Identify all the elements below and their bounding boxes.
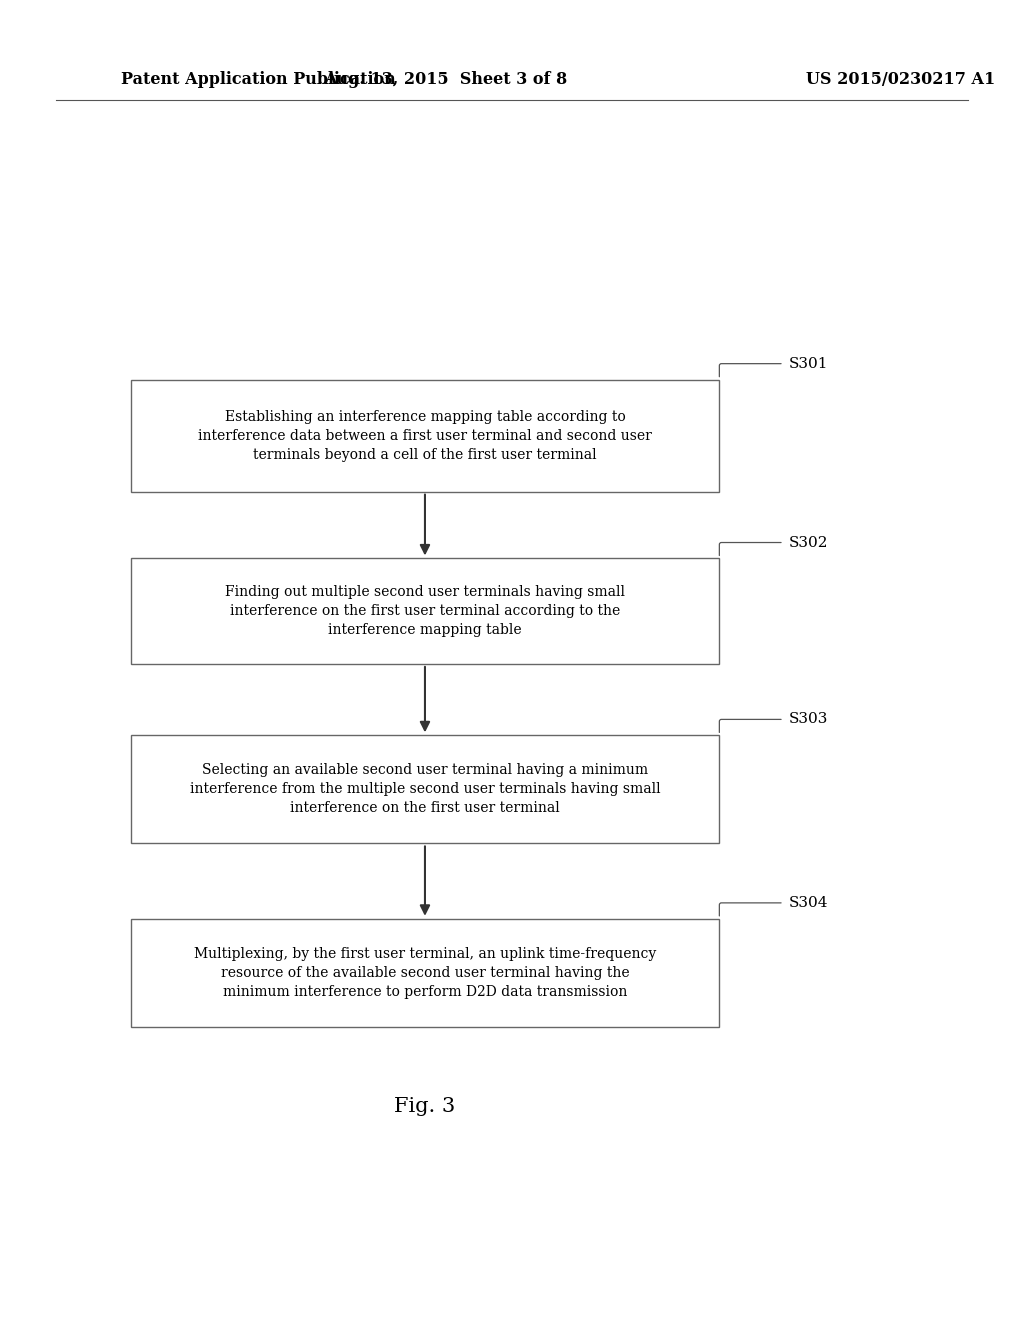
Text: Finding out multiple second user terminals having small
interference on the firs: Finding out multiple second user termina… (225, 585, 625, 638)
Bar (131, 558, 719, 664)
Text: S303: S303 (788, 713, 828, 726)
Bar (131, 735, 719, 843)
Text: Selecting an available second user terminal having a minimum
interference from t: Selecting an available second user termi… (189, 763, 660, 816)
Text: Multiplexing, by the first user terminal, an uplink time-frequency
resource of t: Multiplexing, by the first user terminal… (194, 946, 656, 999)
Text: Aug. 13, 2015  Sheet 3 of 8: Aug. 13, 2015 Sheet 3 of 8 (324, 71, 567, 87)
Text: Establishing an interference mapping table according to
interference data betwee: Establishing an interference mapping tab… (198, 409, 652, 462)
Bar (131, 380, 719, 491)
Text: S301: S301 (788, 356, 828, 371)
Text: S302: S302 (788, 536, 828, 549)
Bar (131, 919, 719, 1027)
Text: S304: S304 (788, 896, 828, 909)
Text: Patent Application Publication: Patent Application Publication (121, 71, 395, 87)
Text: Fig. 3: Fig. 3 (394, 1097, 456, 1115)
Text: US 2015/0230217 A1: US 2015/0230217 A1 (807, 71, 995, 87)
